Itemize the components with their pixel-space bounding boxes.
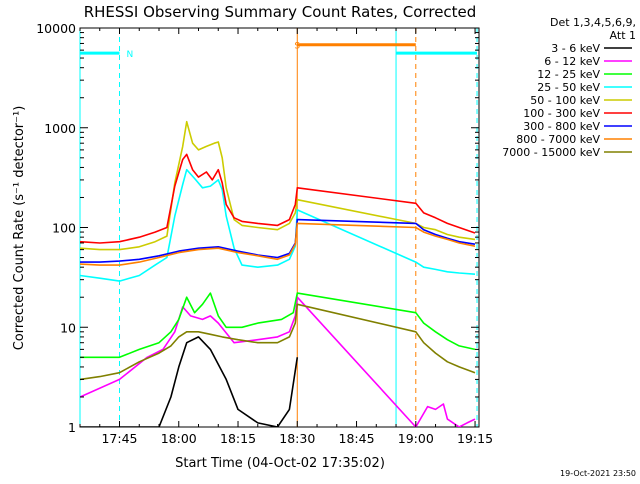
plot-area [79, 27, 480, 428]
chart-title: RHESSI Observing Summary Count Rates, Co… [84, 3, 477, 21]
footer-timestamp: 19-Oct-2021 23:50 [560, 469, 636, 478]
legend-label-8: 7000 - 15000 keV [502, 146, 600, 159]
series-line-2 [80, 292, 476, 359]
flag-label-n: N [126, 50, 133, 60]
flag-markers: NS [79, 28, 478, 427]
series-line-5 [80, 153, 476, 244]
y-tick-label-3: 1000 [44, 121, 76, 136]
x-tick-label-5: 19:00 [398, 431, 434, 446]
series-layer [80, 120, 476, 427]
legend-label-4: 50 - 100 keV [530, 94, 600, 107]
plot-border [79, 27, 480, 428]
legend-label-6: 300 - 800 keV [523, 120, 600, 133]
y-tick-label-1: 10 [60, 320, 76, 335]
legend-label-0: 3 - 6 keV [551, 42, 600, 55]
series-line-6 [80, 218, 476, 263]
y-tick-label-2: 100 [52, 221, 76, 236]
y-tick-label-4: 10000 [36, 21, 76, 36]
legend-title-line-0: Det 1,3,4,5,6,9, [550, 16, 636, 29]
x-tick-label-1: 18:00 [161, 431, 197, 446]
legend-label-3: 25 - 50 keV [537, 81, 600, 94]
series-line-3 [80, 168, 476, 282]
x-tick-label-2: 18:15 [220, 431, 256, 446]
legend-label-5: 100 - 300 keV [523, 107, 600, 120]
x-tick-label-4: 18:45 [339, 431, 375, 446]
legend-title-line-1: Att 1 [610, 29, 636, 42]
legend-label-1: 6 - 12 keV [544, 55, 600, 68]
flag-label-s: S [294, 42, 300, 52]
x-tick-label-6: 19:15 [457, 431, 493, 446]
legend-label-7: 800 - 7000 keV [516, 133, 600, 146]
x-tick-label-3: 18:30 [279, 431, 315, 446]
series-line-0 [80, 336, 299, 427]
y-axis-label: Corrected Count Rate (s⁻¹ detector⁻¹) [12, 106, 27, 351]
series-line-8 [80, 303, 476, 381]
y-tick-label-0: 1 [68, 420, 76, 435]
series-line-1 [80, 296, 476, 427]
series-line-7 [80, 222, 476, 266]
axes: 17:45 18:00 18:15 18:30 18:45 19:00 19:15 1 10 10… [36, 21, 493, 446]
x-axis-label: Start Time (04-Oct-02 17:35:02) [175, 456, 385, 471]
legend-label-2: 12 - 25 keV [537, 68, 600, 81]
x-tick-label-0: 17:45 [101, 431, 137, 446]
